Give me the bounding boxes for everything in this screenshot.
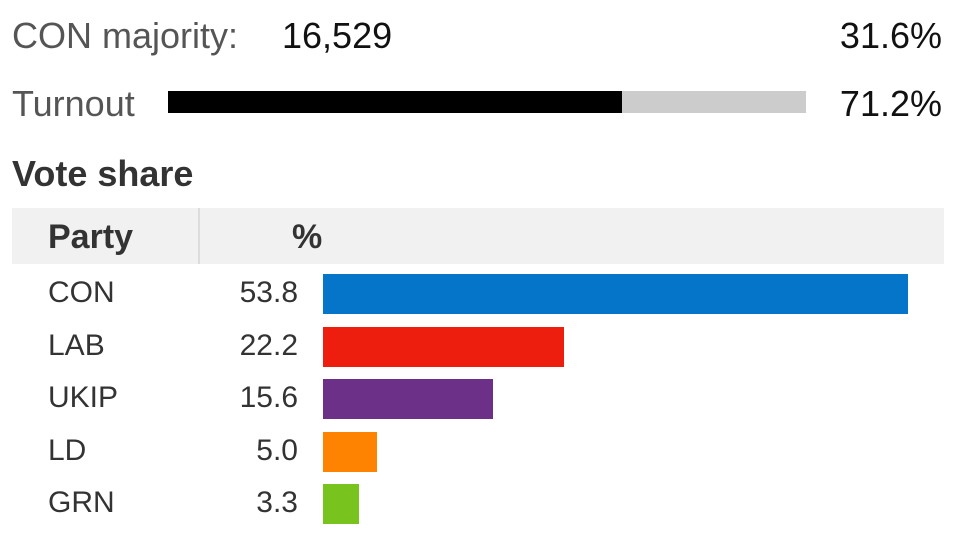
party-name: LD <box>48 434 87 467</box>
turnout-bar-track <box>168 91 806 113</box>
turnout-bar-fill <box>168 91 622 113</box>
party-value-label: 3.3 <box>256 486 298 519</box>
party-name: UKIP <box>48 381 119 414</box>
column-divider <box>198 208 200 264</box>
party-row-grn: GRN 3.3 <box>0 478 972 530</box>
party-value-label: 22.2 <box>239 329 298 362</box>
party-row-ukip: UKIP 15.6 <box>0 373 972 425</box>
party-bar-ukip <box>323 379 493 419</box>
party-bar-grn <box>323 484 359 524</box>
party-name: LAB <box>48 329 105 362</box>
party-value-label: 15.6 <box>239 381 298 414</box>
party-name: CON <box>48 276 115 309</box>
turnout-row: Turnout 71.2% <box>12 82 942 126</box>
party-bar-con <box>323 274 908 314</box>
turnout-label: Turnout <box>12 83 135 124</box>
vote-share-table-header: Party % <box>12 208 944 264</box>
party-row-con: CON 53.8 <box>0 268 972 320</box>
majority-label: CON majority: <box>12 15 239 56</box>
vote-share-chart: CON 53.8 LAB 22.2 UKIP 15.6 LD 5.0 GRN 3.3 <box>0 268 972 538</box>
majority-percent: 31.6% <box>839 15 942 56</box>
party-value-label: 5.0 <box>256 434 298 467</box>
column-header-party: Party <box>48 218 134 256</box>
party-row-lab: LAB 22.2 <box>0 321 972 373</box>
turnout-percent: 71.2% <box>839 83 942 124</box>
vote-share-heading: Vote share <box>12 153 194 194</box>
column-header-percent: % <box>292 218 323 256</box>
party-bar-lab <box>323 327 564 367</box>
party-name: GRN <box>48 486 115 519</box>
party-row-ld: LD 5.0 <box>0 426 972 478</box>
majority-row: CON majority: 16,529 31.6% <box>12 14 942 58</box>
party-value-label: 53.8 <box>239 276 298 309</box>
majority-value: 16,529 <box>282 15 393 56</box>
party-bar-ld <box>323 432 377 472</box>
